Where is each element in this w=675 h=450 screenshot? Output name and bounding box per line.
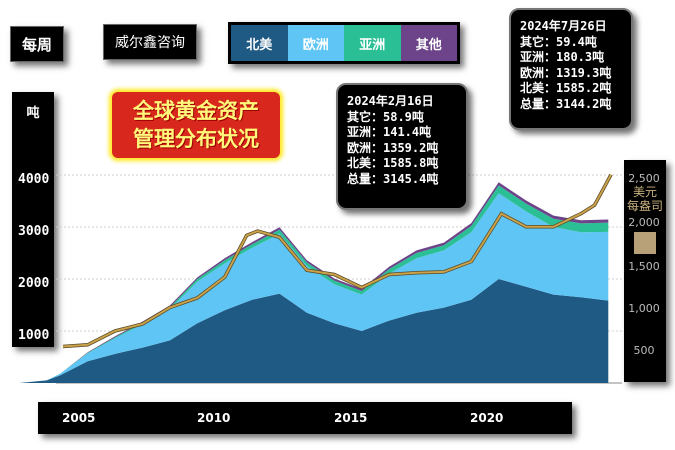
legend: 北美 欧洲 亚洲 其他: [228, 22, 460, 64]
area-north-america: [19, 279, 609, 383]
price-tick-500: 500: [633, 344, 655, 357]
price-axis-label-line1: 美元: [632, 185, 657, 199]
annotation-2024-02-16: 2024年2月16日 其它：58.9吨 亚洲：141.4吨 欧洲：1359.2吨…: [336, 83, 468, 210]
annotation-other: 其它：59.4吨: [520, 34, 597, 49]
annotation-total: 总量：3144.2吨: [520, 96, 612, 111]
price-tick-2000: 2,000: [628, 216, 660, 229]
legend-asia: 亚洲: [344, 25, 401, 61]
price-axis-panel: 2,500 美元 每盎司 2,000 1,500 1,000 500: [624, 160, 666, 382]
annotation-europe: 欧洲：1319.3吨: [520, 65, 612, 80]
y-tick-4000: 4000: [18, 172, 50, 187]
price-axis-label-line2: 每盎司: [626, 199, 663, 213]
area-asia: [19, 185, 609, 383]
annotation-asia: 亚洲：141.4吨: [347, 125, 432, 139]
legend-europe: 欧洲: [287, 25, 344, 61]
gold-price-line: [62, 174, 612, 348]
price-tick-2500: 2,500: [628, 172, 660, 185]
x-tick-2005: 2005: [62, 411, 96, 425]
y-tick-2000: 2000: [18, 276, 50, 291]
y-axis-unit: 吨: [26, 106, 40, 121]
chart-title: 全球黄金资产 管理分布状况: [112, 92, 280, 158]
annotation-total: 总量：3145.4吨: [347, 171, 439, 186]
y-tick-1000: 1000: [18, 328, 50, 343]
annotation-north-america: 北美：1585.2吨: [520, 81, 612, 95]
price-axis-label: 美元 每盎司: [624, 185, 666, 213]
source-label: 威尔鑫咨询: [103, 24, 197, 60]
legend-north-america: 北美: [231, 25, 288, 61]
x-tick-2015: 2015: [334, 411, 368, 425]
annotation-europe: 欧洲：1359.2吨: [347, 140, 439, 155]
chart-title-line1: 全球黄金资产: [133, 99, 259, 123]
x-axis-panel: 2005 2010 2015 2020: [38, 402, 572, 434]
y-tick-3000: 3000: [18, 224, 50, 239]
area-other: [19, 182, 609, 383]
legend-other: 其他: [400, 25, 457, 61]
x-tick-2020: 2020: [470, 411, 504, 425]
annotation-north-america: 北美：1585.8吨: [347, 156, 439, 170]
price-legend-swatch: [634, 232, 656, 254]
area-europe: [19, 193, 609, 383]
period-label: 每周: [10, 26, 64, 62]
annotation-date: 2024年7月26日: [520, 19, 607, 33]
price-tick-1000: 1,000: [628, 302, 660, 315]
annotation-2024-07-26: 2024年7月26日 其它：59.4吨 亚洲：180.3吨 欧洲：1319.3吨…: [509, 8, 633, 130]
annotation-date: 2024年2月16日: [347, 94, 434, 108]
x-tick-2010: 2010: [197, 411, 231, 425]
price-tick-1500: 1,500: [628, 260, 660, 273]
annotation-other: 其它：58.9吨: [347, 109, 424, 124]
chart-title-line2: 管理分布状况: [133, 127, 259, 151]
y-axis-panel: 吨 1000 2000 3000 4000: [12, 92, 54, 347]
annotation-asia: 亚洲：180.3吨: [520, 50, 605, 64]
